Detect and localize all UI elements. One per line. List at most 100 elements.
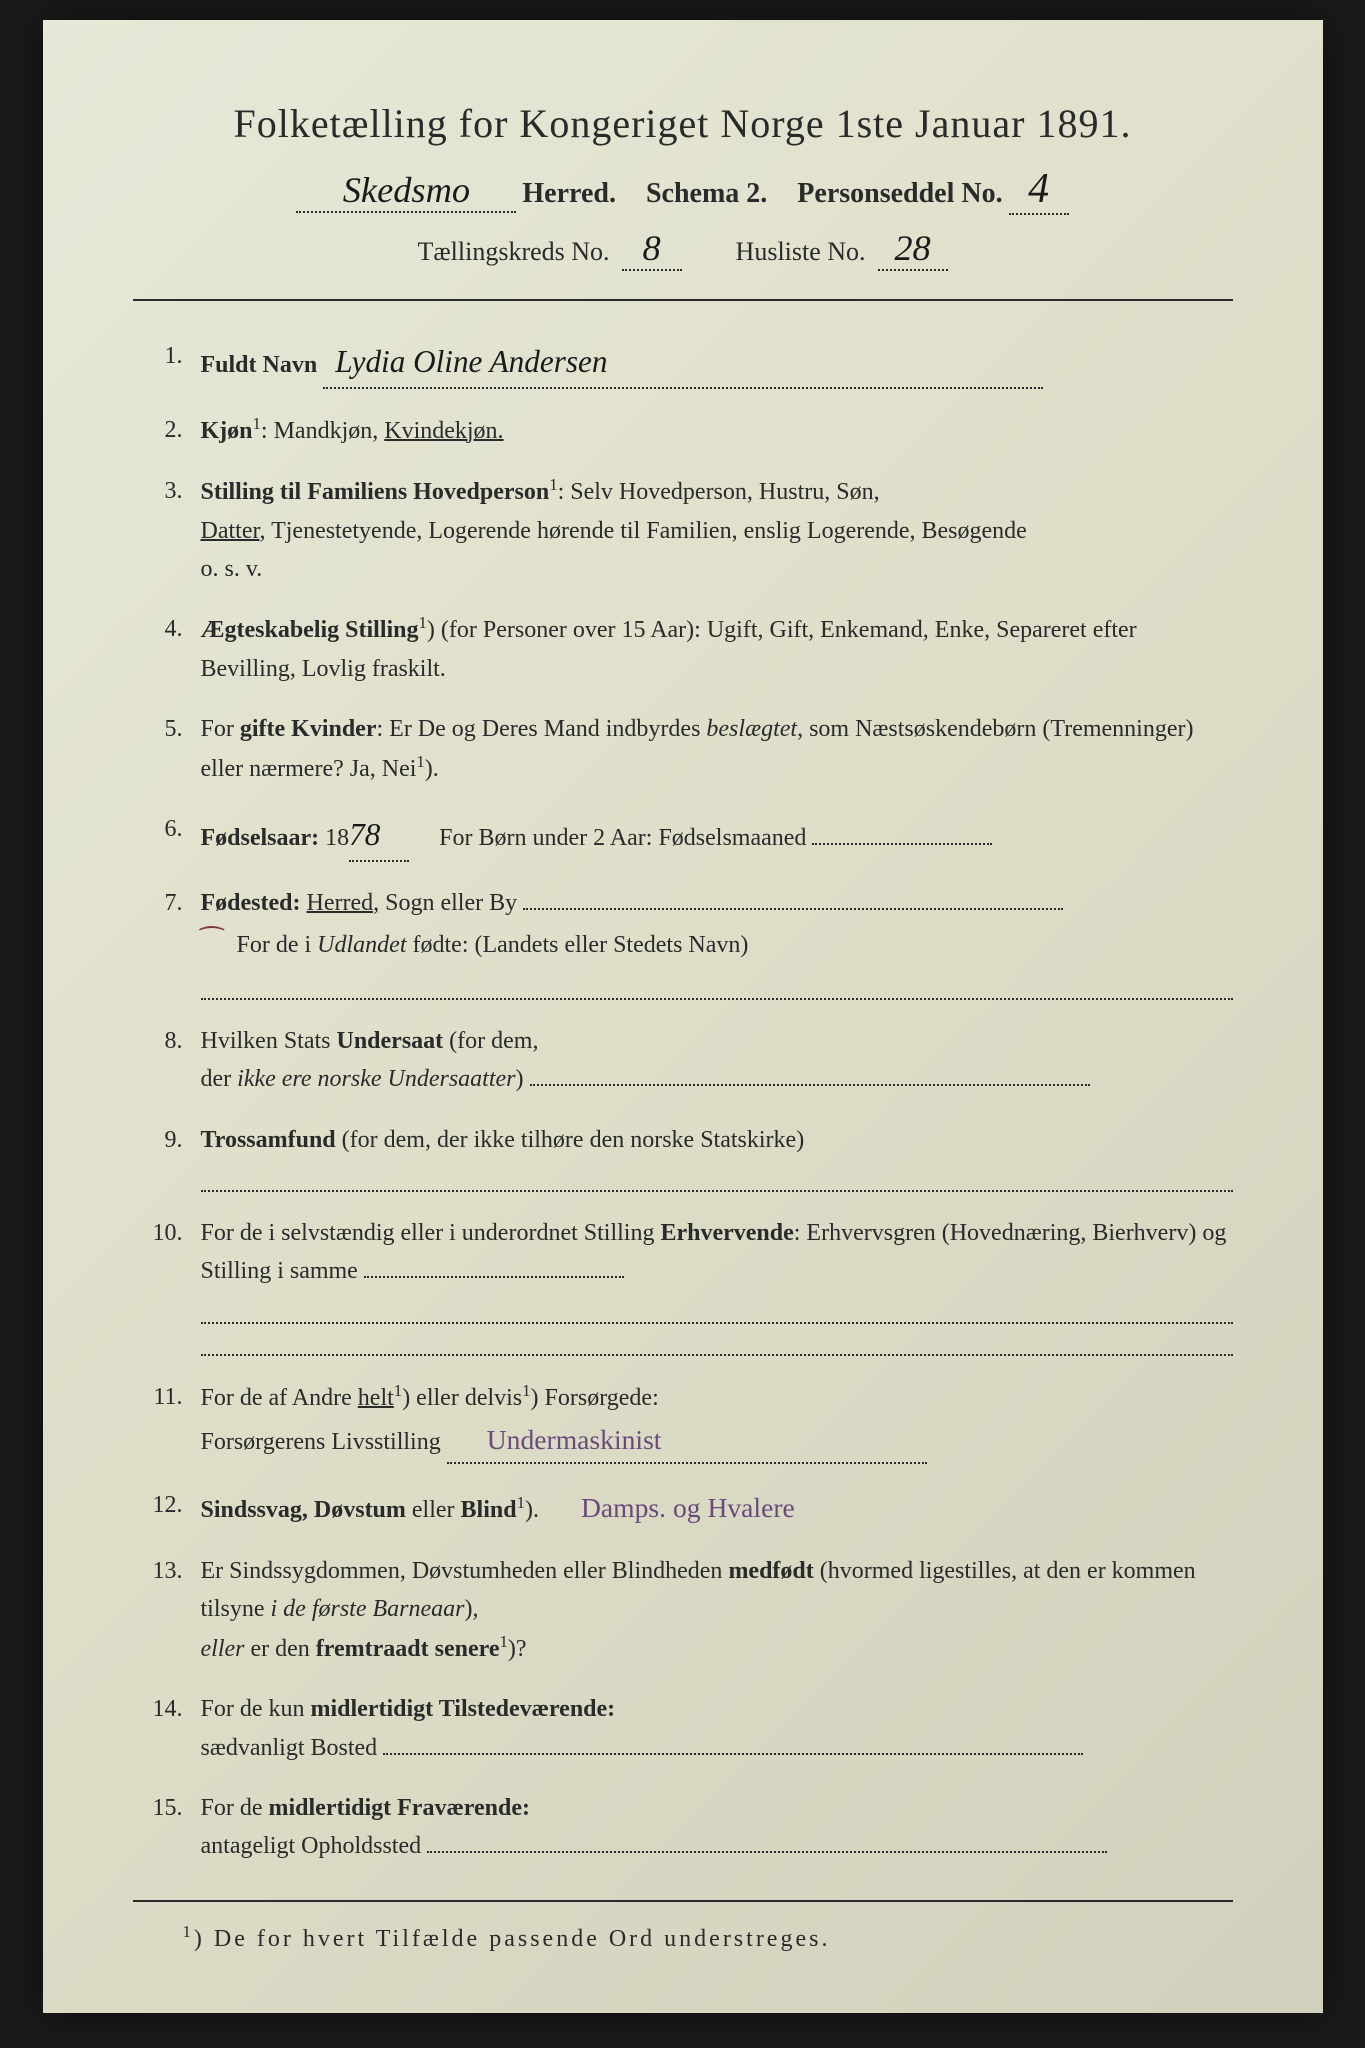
header-divider — [133, 299, 1233, 301]
item-15-a: For de — [201, 1795, 269, 1821]
item-num: 4. — [145, 610, 201, 648]
item-3: 3. Stilling til Familiens Hovedperson1: … — [145, 472, 1233, 588]
item-num: 9. — [145, 1121, 201, 1159]
item-num: 3. — [145, 472, 201, 510]
item-7-u: Herred, — [306, 890, 379, 916]
item-11-a: For de af Andre — [201, 1385, 358, 1411]
tallingskreds-value: 8 — [622, 227, 682, 271]
footnote: 1) De for hvert Tilfælde passende Ord un… — [133, 1922, 1233, 1953]
item-7: 7. Fødested: Herred, Sogn eller By ⁀ For… — [145, 884, 1233, 1000]
item-13-c: ), — [464, 1596, 478, 1622]
footer-divider — [133, 1900, 1233, 1902]
item-8: 8. Hvilken Stats Undersaat (for dem, der… — [145, 1022, 1233, 1099]
item-14-label: midlertidigt Tilstedeværende: — [311, 1696, 616, 1722]
item-6-year: 78 — [349, 810, 409, 862]
item-8-l2b: ) — [516, 1066, 524, 1092]
item-num: 2. — [145, 411, 201, 449]
form-title: Folketælling for Kongeriget Norge 1ste J… — [133, 100, 1233, 147]
item-7-l2it: Udlandet — [317, 932, 406, 958]
item-num: 8. — [145, 1022, 201, 1060]
item-14: 14. For de kun midlertidigt Tilstedevære… — [145, 1690, 1233, 1767]
herred-value: Skedsmo — [296, 169, 516, 213]
item-11-b: ) eller delvis — [402, 1385, 522, 1411]
item-5-a: For — [201, 716, 240, 742]
item-9-text: (for dem, der ikke tilhøre den norske St… — [336, 1127, 805, 1153]
item-6: 6. Fødselsaar: 1878 For Børn under 2 Aar… — [145, 810, 1233, 862]
item-2: 2. Kjøn1: Mandkjøn, Kvindekjøn. — [145, 411, 1233, 450]
item-10-a: For de i selvstændig eller i underordnet… — [201, 1220, 661, 1246]
item-10-blank — [364, 1276, 624, 1278]
item-num: 15. — [145, 1789, 201, 1827]
item-13: 13. Er Sindssygdommen, Døvstumheden elle… — [145, 1552, 1233, 1668]
item-11-c: ) Forsørgede: — [531, 1385, 659, 1411]
item-9-blank — [201, 1163, 1233, 1192]
sup: 1 — [517, 1493, 525, 1512]
item-2-text1: : Mandkjøn, — [261, 418, 384, 444]
item-num: 13. — [145, 1552, 201, 1590]
item-7-l2b: fødte: (Landets eller Stedets Navn) — [407, 932, 749, 958]
item-1-label: Fuldt Navn — [201, 352, 318, 378]
item-2-label: Kjøn — [201, 418, 253, 444]
item-14-a: For de kun — [201, 1696, 311, 1722]
item-12-c: ). — [525, 1497, 539, 1523]
item-8-l2it: ikke ere norske Undersaatter — [237, 1066, 515, 1092]
item-12-label: Sindssvag, Døvstum — [201, 1497, 406, 1523]
item-11-l2: Forsørgerens Livsstilling — [201, 1429, 441, 1455]
schema-label: Schema 2. — [646, 178, 767, 210]
item-15-l2: antageligt Opholdssted — [201, 1833, 422, 1859]
item-12-value: Damps. og Hvalere — [581, 1492, 795, 1523]
footnote-sup: 1 — [183, 1922, 194, 1941]
item-13-label: medfødt — [728, 1558, 813, 1584]
item-8-blank — [530, 1084, 1090, 1086]
item-8-b: (for dem, — [443, 1028, 538, 1054]
item-2-underlined: Kvindekjøn. — [384, 418, 503, 444]
item-9: 9. Trossamfund (for dem, der ikke tilhør… — [145, 1121, 1233, 1192]
item-3-osv: o. s. v. — [201, 556, 263, 582]
item-10-blank3 — [201, 1328, 1233, 1357]
item-7-label: Fødested: — [201, 890, 301, 916]
item-num: 7. — [145, 884, 201, 922]
sup: 1 — [419, 613, 427, 632]
item-1: 1. Fuldt Navn Lydia Oline Andersen — [145, 337, 1233, 389]
tallingskreds-label: Tællingskreds No. — [417, 237, 609, 267]
item-5-t1: : Er De og Deres Mand indbyrdes — [376, 716, 706, 742]
item-12-a: eller — [406, 1497, 461, 1523]
item-7-blank — [523, 908, 1063, 910]
item-14-l2: sædvanligt Bosted — [201, 1735, 378, 1761]
item-num: 14. — [145, 1690, 201, 1728]
item-13-l2it: eller — [201, 1636, 245, 1662]
herred-label: Herred. — [522, 178, 616, 210]
husliste-label: Husliste No. — [736, 237, 866, 267]
item-6-b: For Børn under 2 Aar: Fødselsmaaned — [439, 825, 806, 851]
item-7-blank2 — [201, 971, 1233, 1000]
item-3-b: Tjenestetyende, Logerende hørende til Fa… — [266, 518, 1027, 544]
item-12-b: Blind — [461, 1497, 517, 1523]
sup: 1 — [549, 475, 557, 494]
item-8-label: Undersaat — [337, 1028, 444, 1054]
item-10: 10. For de i selvstændig eller i underor… — [145, 1214, 1233, 1356]
item-6-label: Fødselsaar: — [201, 825, 320, 851]
item-num: 11. — [145, 1378, 201, 1416]
item-num: 1. — [145, 337, 201, 375]
item-1-value: Lydia Oline Andersen — [323, 337, 1043, 389]
item-6-year-prefix: 18 — [325, 825, 349, 851]
item-14-blank — [383, 1753, 1083, 1755]
item-13-it: i de første Barneaar — [271, 1596, 465, 1622]
sup: 1 — [416, 752, 424, 771]
item-num: 12. — [145, 1486, 201, 1524]
item-num: 6. — [145, 810, 201, 848]
item-5: 5. For gifte Kvinder: Er De og Deres Man… — [145, 710, 1233, 788]
item-10-label: Erhvervende — [660, 1220, 793, 1246]
item-8-l2a: der — [201, 1066, 238, 1092]
item-13-l2b: fremtraadt senere — [316, 1636, 500, 1662]
item-5-t3: ). — [425, 756, 439, 782]
sup: 1 — [253, 414, 261, 433]
item-7-a: Sogn eller By — [379, 890, 517, 916]
personseddel-label: Personseddel No. — [797, 178, 1002, 210]
sup: 1 — [394, 1381, 402, 1400]
item-4-label: Ægteskabelig Stilling — [201, 617, 419, 643]
sup: 1 — [522, 1381, 530, 1400]
header-row-2: Tællingskreds No. 8 Husliste No. 28 — [133, 227, 1233, 271]
item-3-label: Stilling til Familiens Hovedperson — [201, 479, 550, 505]
tick-mark: ⁀ — [201, 922, 231, 967]
